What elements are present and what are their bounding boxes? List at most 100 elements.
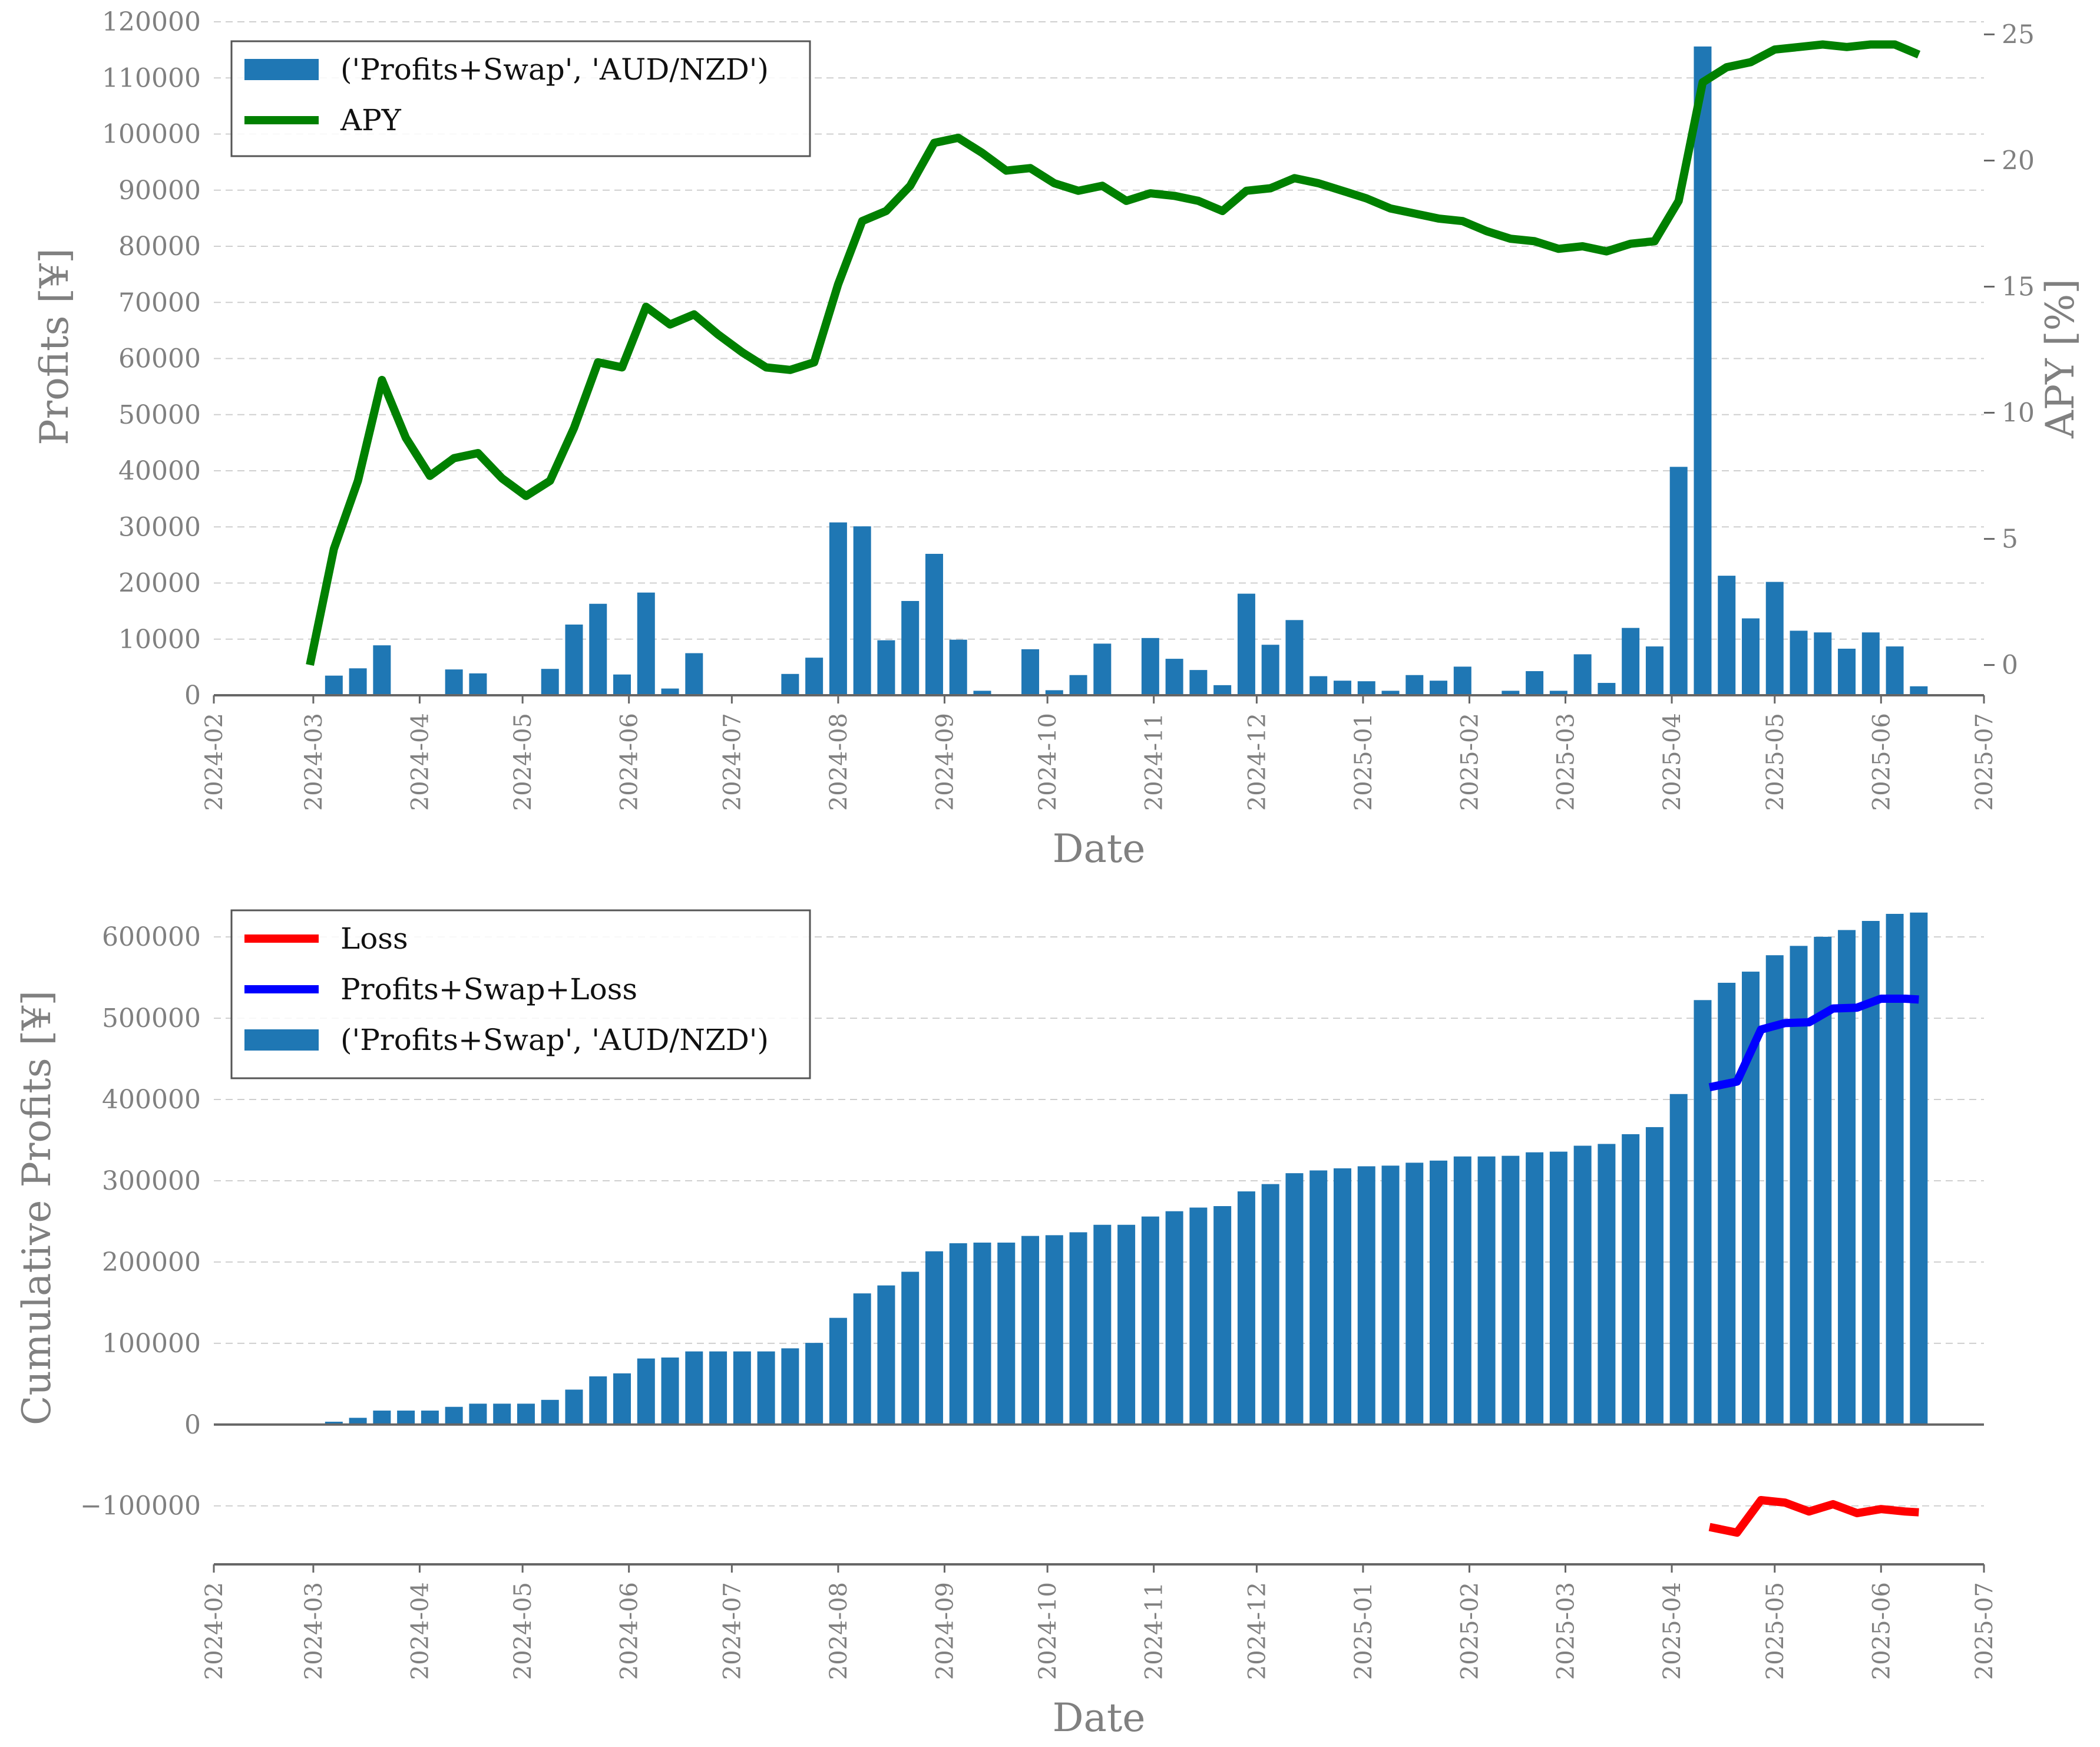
bar: [541, 669, 559, 695]
bar: [997, 1242, 1016, 1425]
x-tick-label: 2025-06: [1868, 1582, 1895, 1680]
bar: [1141, 638, 1159, 695]
y2-axis-label: APY [%]: [2038, 279, 2083, 439]
bar: [1790, 630, 1808, 695]
y2-tick-label: 10: [2002, 398, 2035, 428]
bar: [1213, 1206, 1232, 1425]
bar: [349, 1418, 367, 1425]
legend-swatch-profits-swap: [244, 1029, 319, 1051]
x-axis-label: Date: [1053, 826, 1146, 871]
bar: [1213, 685, 1232, 695]
x-tick-label: 2025-03: [1553, 713, 1580, 811]
bar: [1093, 643, 1112, 695]
x-tick-label: 2024-05: [510, 713, 537, 811]
bar: [1910, 912, 1928, 1425]
bar: [589, 1376, 607, 1425]
bar: [469, 1403, 487, 1425]
x-axis-label: Date: [1053, 1695, 1146, 1741]
bar: [1622, 1134, 1640, 1425]
x-tick-label: 2025-01: [1350, 713, 1377, 811]
y-tick-labels: −100000 0 100000 200000 300000 400000 500000 60…: [80, 922, 201, 1521]
x-tick-label: 2025-06: [1868, 713, 1895, 811]
x-tick-label: 2024-02: [201, 713, 228, 811]
bar: [1886, 914, 1904, 1425]
bar: [1861, 632, 1880, 695]
bar: [1573, 1145, 1592, 1425]
y-tick-label: 80000: [118, 232, 201, 262]
bar: [613, 1373, 631, 1425]
legend-box: [230, 909, 811, 1079]
bar: [445, 669, 463, 695]
bar: [1093, 1224, 1112, 1425]
bar: [1502, 1155, 1520, 1425]
x-tick-label: 2024-03: [300, 713, 328, 811]
bar: [1694, 46, 1712, 695]
legend-label-profits-swap-loss: Profits+Swap+Loss: [340, 972, 637, 1006]
x-tick-label: 2025-07: [1971, 1582, 1998, 1680]
y-tick-label: 0: [184, 1410, 201, 1440]
bar: [565, 1389, 583, 1425]
bar: [1165, 659, 1183, 695]
bar: [1069, 1232, 1087, 1425]
legend: ('Profits+Swap', 'AUD/NZD') APY: [230, 40, 811, 157]
x-tick-label: 2025-02: [1456, 1582, 1483, 1680]
bar: [805, 1343, 824, 1425]
bar: [1021, 1236, 1040, 1425]
bar: [1741, 618, 1760, 695]
bar: [469, 673, 487, 695]
x-tick-label: 2024-11: [1141, 713, 1168, 811]
y2-tick-labels: 0 5 10 15 20 25: [1984, 19, 2035, 681]
x-tick-label: 2024-10: [1034, 1582, 1061, 1680]
x-tick-label: 2024-03: [300, 1582, 328, 1680]
bar: [1645, 1127, 1664, 1425]
bar: [1357, 681, 1375, 695]
y-tick-label: 100000: [102, 120, 201, 150]
y-tick-label: 600000: [102, 922, 201, 952]
bar: [1453, 1156, 1471, 1425]
bar: [1573, 654, 1592, 695]
bar: [1790, 946, 1808, 1425]
y-tick-label: 120000: [102, 7, 201, 37]
y2-tick-label: 5: [2002, 524, 2018, 554]
bar: [1309, 676, 1328, 695]
bar: [1694, 1000, 1712, 1425]
bar: [613, 674, 631, 695]
legend-box: [230, 40, 811, 157]
y-tick-label: 50000: [118, 400, 201, 430]
x-tick-label: 2025-01: [1350, 1582, 1377, 1680]
y2-tick-label: 20: [2002, 146, 2035, 176]
x-tick-label: 2024-06: [616, 1582, 643, 1680]
legend-label-profits-swap: ('Profits+Swap', 'AUD/NZD'): [340, 52, 769, 87]
legend-label-profits-swap: ('Profits+Swap', 'AUD/NZD'): [340, 1023, 769, 1057]
x-tick-label: 2024-06: [616, 713, 643, 811]
bar: [1141, 1216, 1159, 1425]
legend-swatch-profits-swap: [244, 59, 319, 80]
bar: [973, 691, 991, 695]
x-tick-label: 2024-04: [406, 713, 434, 811]
y2-tick-label: 15: [2002, 272, 2035, 302]
bar: [1237, 593, 1255, 695]
bar: [1502, 691, 1520, 695]
bar: [1645, 646, 1664, 695]
x-tick-label: 2024-07: [719, 1582, 746, 1680]
legend: Loss Profits+Swap+Loss ('Profits+Swap', …: [230, 909, 811, 1079]
bar: [757, 1351, 775, 1425]
series-line: [1708, 995, 1919, 1092]
x-tick-label: 2024-08: [825, 1582, 852, 1680]
bar: [349, 668, 367, 695]
x-tick-label: 2024-10: [1034, 713, 1061, 811]
bar: [1910, 686, 1928, 695]
bar: [1333, 1168, 1351, 1425]
bar: [1669, 1094, 1688, 1425]
apy-series: [306, 40, 1921, 666]
bar: [805, 658, 824, 695]
bar: [1069, 675, 1087, 695]
bar: [661, 1357, 679, 1425]
y-tick-label: 60000: [118, 344, 201, 374]
x-tick-label: 2024-12: [1244, 713, 1271, 811]
bar: [877, 1285, 895, 1425]
bar: [1838, 648, 1856, 695]
bar: [853, 1293, 871, 1425]
y-tick-label: −100000: [80, 1491, 201, 1521]
